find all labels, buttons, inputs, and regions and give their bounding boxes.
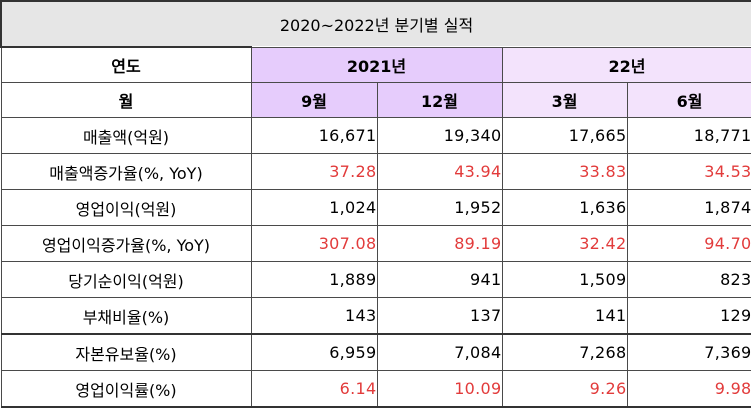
value-cell: 143 [250, 297, 378, 335]
table-row: 당기순이익(억원) 1,889 941 1,509 823 [0, 261, 751, 298]
value-cell: 7,369 [626, 333, 751, 371]
row-label: 당기순이익(억원) [0, 261, 252, 298]
month-header-jun: 6월 [626, 82, 751, 118]
table-title: 2020~2022년 분기별 실적 [0, 0, 751, 48]
year-22-header: 22년 [501, 46, 751, 83]
row-label: 자본유보율(%) [0, 333, 252, 371]
value-cell: 7,268 [501, 333, 628, 371]
table-row: 자본유보율(%) 6,959 7,084 7,268 7,369 [0, 333, 751, 371]
row-label: 영업이익률(%) [0, 370, 252, 408]
value-cell: 9.98 [626, 370, 751, 408]
row-label: 부채비율(%) [0, 297, 252, 335]
value-cell: 7,084 [376, 333, 503, 371]
table-row: 영업이익(억원) 1,024 1,952 1,636 1,874 [0, 189, 751, 226]
month-header-row: 월 9월 12월 3월 6월 [0, 82, 751, 118]
value-cell: 137 [376, 297, 503, 335]
value-cell: 141 [501, 297, 628, 335]
month-header-dec: 12월 [376, 82, 503, 118]
month-header-sep: 9월 [250, 82, 378, 118]
value-cell: 9.26 [501, 370, 628, 408]
value-cell: 1,509 [501, 261, 628, 298]
value-cell: 1,636 [501, 189, 628, 226]
value-cell: 823 [626, 261, 751, 298]
value-cell: 34.53 [626, 153, 751, 190]
row-label: 영업이익(억원) [0, 189, 252, 226]
value-cell: 1,889 [250, 261, 378, 298]
table-row: 영업이익증가율(%, YoY) 307.08 89.19 32.42 94.70 [0, 225, 751, 262]
value-cell: 37.28 [250, 153, 378, 190]
table-row: 부채비율(%) 143 137 141 129 [0, 297, 751, 335]
value-cell: 19,340 [376, 117, 503, 154]
table-row: 영업이익률(%) 6.14 10.09 9.26 9.98 [0, 370, 751, 408]
value-cell: 941 [376, 261, 503, 298]
year-2021-header: 2021년 [250, 46, 503, 83]
title-row: 2020~2022년 분기별 실적 [0, 0, 751, 48]
value-cell: 33.83 [501, 153, 628, 190]
value-cell: 10.09 [376, 370, 503, 408]
value-cell: 32.42 [501, 225, 628, 262]
month-header-mar: 3월 [501, 82, 628, 118]
row-label: 매출액(억원) [0, 117, 252, 154]
value-cell: 16,671 [250, 117, 378, 154]
year-header-label: 연도 [0, 46, 252, 83]
value-cell: 94.70 [626, 225, 751, 262]
value-cell: 89.19 [376, 225, 503, 262]
month-header-label: 월 [0, 82, 252, 118]
value-cell: 6.14 [250, 370, 378, 408]
value-cell: 1,952 [376, 189, 503, 226]
value-cell: 307.08 [250, 225, 378, 262]
row-label: 영업이익증가율(%, YoY) [0, 225, 252, 262]
row-label: 매출액증가율(%, YoY) [0, 153, 252, 190]
table-row: 매출액(억원) 16,671 19,340 17,665 18,771 [0, 117, 751, 154]
year-header-row: 연도 2021년 22년 [0, 46, 751, 83]
value-cell: 17,665 [501, 117, 628, 154]
value-cell: 18,771 [626, 117, 751, 154]
value-cell: 1,874 [626, 189, 751, 226]
value-cell: 43.94 [376, 153, 503, 190]
value-cell: 6,959 [250, 333, 378, 371]
table-row: 매출액증가율(%, YoY) 37.28 43.94 33.83 34.53 [0, 153, 751, 190]
value-cell: 129 [626, 297, 751, 335]
value-cell: 1,024 [250, 189, 378, 226]
